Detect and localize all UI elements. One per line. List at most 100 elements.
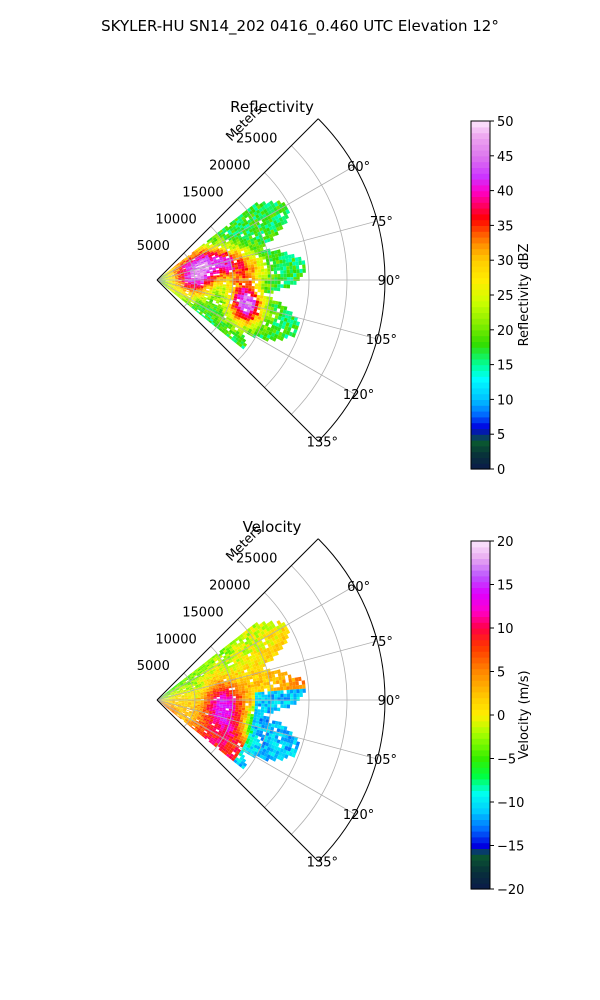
colorbar-segment [471,790,490,797]
colorbar-segment [471,767,490,774]
colorbar-segment [471,552,490,559]
colorbar-segment [471,732,490,739]
radial-tick-label: 20000 [209,579,250,594]
colorbar-segment [471,213,490,221]
colorbar-segment [471,295,490,302]
azimuth-tick-label: 120° [343,808,374,823]
radial-tick-label: 15000 [182,185,223,200]
colorbar-segment [471,248,490,255]
colorbar-segment [471,662,490,670]
colorbar-segment [471,190,490,197]
colorbar-segment [471,161,490,168]
colorbar-segment [471,179,490,186]
panel-velocity: Velocity500010000150002000025000Meters60… [137,518,532,898]
colorbar-tick-label: 35 [497,219,514,234]
colorbar-segment [471,422,490,429]
colorbar-segment [471,364,490,371]
colorbar-segment [471,289,490,296]
colorbar-segment [471,871,490,878]
colorbar-tick-label: 30 [497,254,514,269]
colorbar-segment [471,622,490,629]
colorbar-segment [471,457,490,464]
colorbar-segment [471,254,490,261]
colorbar-segment [471,628,490,635]
colorbar-segment [471,405,490,412]
colorbar-segment [471,674,490,681]
frame-edge-start [156,118,319,281]
radial-tick-label: 25000 [236,132,277,147]
colorbar-segment [471,376,490,383]
panel-title: Velocity [243,518,302,536]
azimuth-spoke [156,279,355,395]
colorbar-segment [471,546,490,554]
colorbar-tick-label: −10 [497,796,524,811]
colorbar-tick-label: 10 [497,393,514,408]
colorbar-segment [471,150,490,157]
colorbar-segment [471,445,490,453]
polar-frame [156,118,386,442]
colorbar-segment [471,639,490,646]
colorbar-segment [471,836,490,844]
colorbar-segment [471,541,490,548]
colorbar-tick-label: 15 [497,579,514,594]
colorbar-segment [471,387,490,395]
radial-tick-label: 5000 [137,659,170,674]
colorbar-segment [471,604,490,612]
colorbar-segment [471,173,490,180]
azimuth-spoke [156,699,378,760]
colorbar-tick-label: −5 [497,753,516,768]
colorbar-segment [471,691,490,699]
colorbar-segment [471,564,490,571]
colorbar-segment [471,709,490,716]
colorbar-segment [471,842,490,849]
frame-arc [317,118,386,442]
colorbar-segment [471,382,490,389]
colorbar-segment [471,581,490,588]
colorbar-tick-label: 50 [497,115,514,130]
colorbar-segment [471,778,490,786]
colorbar-segment [471,575,490,583]
colorbar-segment [471,434,490,441]
azimuth-tick-label: 135° [307,435,338,450]
colorbar: −20 −15 −10 −5 0 5 10 15 20 Velocity (m/s) [470,535,532,898]
colorbar-tick-label: 15 [497,359,514,374]
colorbar-segment [471,283,490,290]
echo-field [158,200,306,350]
colorbar-segment [471,121,490,128]
colorbar-tick-label: 20 [497,324,514,339]
colorbar-segment [471,335,490,342]
colorbar-segment [471,329,490,337]
colorbar-segment [471,132,490,139]
azimuth-tick-label: 135° [307,855,338,870]
colorbar-segment [471,738,490,745]
colorbar-segment [471,726,490,733]
colorbar-segment [471,813,490,820]
colorbar-segment [471,848,490,855]
colorbar-segment [471,463,490,470]
colorbar-segment [471,593,490,600]
azimuth-tick-label: 120° [343,388,374,403]
colorbar-segment [471,231,490,238]
azimuth-spoke [156,699,355,815]
colorbar-segment [471,651,490,658]
colorbar-segment [471,610,490,617]
colorbar-segment [471,854,490,861]
colorbar-segment [471,587,490,594]
colorbar-tick-label: 25 [497,289,514,304]
colorbar-segment [471,865,490,873]
colorbar-segment [471,720,490,728]
colorbar-segment [471,633,490,641]
azimuth-tick-label: 60° [347,580,370,595]
panel-title: Reflectivity [230,98,314,116]
radial-tick-label: 25000 [236,552,277,567]
colorbar-segment [471,744,490,751]
radial-tick-label: 15000 [182,605,223,620]
colorbar-segment [471,144,490,151]
colorbar-segment [471,599,490,606]
colorbar-segment [471,155,490,163]
frame-edge-end [156,279,319,442]
polar-grid [156,145,385,415]
frame-edge-end [156,699,319,862]
colorbar-segment [471,225,490,232]
